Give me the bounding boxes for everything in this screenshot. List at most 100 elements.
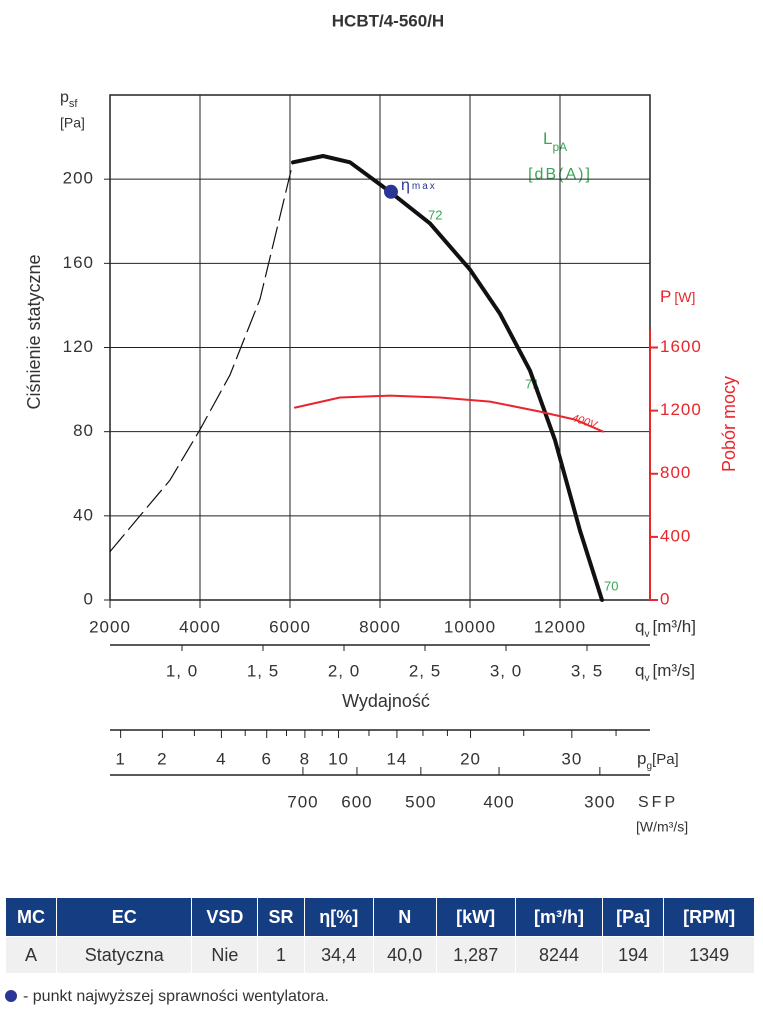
y-sub: sf	[69, 98, 79, 110]
annotation: 70	[604, 578, 618, 593]
x-tick-label: 10000	[444, 617, 496, 636]
table-row: A Statyczna Nie 1 34,4 40,0 1,287 8244 194 1349	[4, 936, 755, 974]
x-tick-label: 4000	[179, 617, 221, 636]
pg-symbol: p	[637, 749, 646, 768]
x-tick-label: 8000	[359, 617, 401, 636]
header-cell: η[%]	[303, 897, 374, 937]
sfp-tick-label: 500	[405, 792, 436, 811]
header-cell: EC	[56, 897, 193, 937]
x-symbol: q	[635, 617, 644, 636]
x-sub: v	[644, 629, 649, 640]
table-cell: 34,4	[303, 936, 374, 974]
x2-sub: v	[644, 673, 649, 684]
sfp-tick-label: 400	[483, 792, 514, 811]
y2-unit: [W]	[674, 289, 695, 305]
annotation: 72	[428, 207, 442, 222]
y2-tick-label: 800	[660, 463, 691, 482]
y2-label: Pobór mocy	[719, 376, 739, 472]
x2-tick-label: 1, 0	[166, 661, 198, 680]
table-cell: 194	[602, 936, 665, 974]
pg-tick-label: 30	[561, 749, 582, 768]
x-label: Wydajność	[342, 691, 430, 711]
y-tick-label: 120	[63, 337, 94, 356]
header-cell: [m³/h]	[514, 897, 604, 937]
x2-tick-label: 3, 0	[490, 661, 522, 680]
chart-title: HCBT/4-560/H	[332, 11, 444, 30]
table-cell: 1,287	[435, 936, 516, 974]
header-cell: [RPM]	[663, 897, 755, 937]
x-tick-label: 6000	[269, 617, 311, 636]
y2-tick-label: 400	[660, 526, 691, 545]
curve	[291, 154, 604, 602]
x2-symbol: q	[635, 661, 644, 680]
y-symbol: p	[60, 89, 69, 106]
table-body: A Statyczna Nie 1 34,4 40,0 1,287 8244 194 1349	[4, 936, 755, 974]
y-tick-label: 0	[84, 589, 94, 608]
sfp-tick-label: 700	[287, 792, 318, 811]
x2-tick-label: 1, 5	[247, 661, 279, 680]
header-cell: [Pa]	[602, 897, 665, 937]
lpa-symbol: LpA	[543, 129, 567, 154]
pg-tick-label: 4	[216, 749, 226, 768]
table-cell: 1	[257, 936, 305, 974]
table-cell: 1349	[663, 936, 755, 974]
y-label: Ciśnienie statyczne	[24, 254, 44, 409]
legend-dot	[5, 990, 17, 1002]
data-table: MC EC VSD SR η[%] N [kW] [m³/h] [Pa] [RPM] A Staty…	[4, 897, 755, 974]
x-unit: [m³/h]	[652, 617, 695, 636]
sfp-tick-label: 600	[341, 792, 372, 811]
y2-tick-label: 1200	[660, 400, 702, 419]
footnote-text: - punkt najwyższej sprawności wentylator…	[23, 988, 329, 1005]
pg-unit: [Pa]	[652, 751, 679, 768]
y2-tick-label: 0	[660, 589, 670, 608]
x2-tick-label: 2, 5	[409, 661, 441, 680]
pg-tick-label: 8	[300, 749, 310, 768]
table-cell: 8244	[514, 936, 604, 974]
x-symbol: qv [m³/h]	[635, 617, 696, 639]
pg-tick-label: 10	[328, 749, 349, 768]
eta-symbol: η	[401, 177, 410, 194]
x-tick-label: 12000	[534, 617, 586, 636]
y-tick-label: 40	[73, 505, 94, 524]
pg-tick-label: 1	[115, 749, 125, 768]
y2-tick-label: 1600	[660, 337, 702, 356]
pg-tick-label: 20	[460, 749, 481, 768]
lpa-symbol: L	[543, 129, 552, 148]
x2-symbol: qv [m³/s]	[635, 661, 695, 683]
y2-symbol: P [W]	[660, 287, 695, 306]
x-tick-label: 2000	[89, 617, 131, 636]
table-header: MC EC VSD SR η[%] N [kW] [m³/h] [Pa] [RPM]	[4, 897, 755, 937]
eta-sub: max	[412, 180, 437, 191]
header-cell: SR	[257, 897, 305, 937]
table-cell: 40,0	[372, 936, 437, 974]
y-unit: [Pa]	[60, 115, 85, 131]
x2-tick-label: 2, 0	[328, 661, 360, 680]
table-cell: A	[4, 936, 58, 974]
footnote: - punkt najwyższej sprawności wentylator…	[5, 988, 329, 1006]
header-cell: VSD	[191, 897, 259, 937]
y-symbol: psf	[60, 89, 78, 110]
y-tick-label: 200	[63, 169, 94, 188]
sfp-symbol: SFP	[638, 794, 678, 811]
pg-tick-label: 6	[261, 749, 271, 768]
y-tick-label: 80	[73, 421, 94, 440]
curve	[109, 161, 294, 553]
eta-max-label: η max	[401, 177, 437, 194]
chart: HCBT/4-560/H psf [Pa] Ciśnienie statyczn…	[24, 11, 739, 835]
y-tick-label: 160	[63, 253, 94, 272]
pg-tick-label: 14	[386, 749, 407, 768]
header-cell: N	[372, 897, 437, 937]
header-cell: MC	[4, 897, 58, 937]
pg-sub: g	[646, 761, 652, 772]
pg-symbol: pg[Pa]	[637, 749, 679, 771]
table-cell: Nie	[191, 936, 259, 974]
table-cell: Statyczna	[56, 936, 193, 974]
x2-tick-label: 3, 5	[571, 661, 603, 680]
eta-max-point	[383, 184, 398, 199]
sfp-unit: [W/m³/s]	[636, 819, 688, 835]
curve	[294, 394, 604, 433]
y2-symbol: P	[660, 287, 671, 306]
sfp-tick-label: 300	[584, 792, 615, 811]
x2-unit: [m³/s]	[652, 661, 695, 680]
